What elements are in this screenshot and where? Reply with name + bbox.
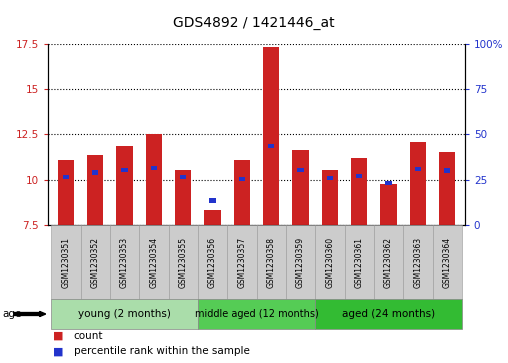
Bar [386, 181, 392, 185]
Text: GSM1230359: GSM1230359 [296, 237, 305, 288]
Bar [263, 47, 279, 225]
Text: GSM1230353: GSM1230353 [120, 237, 129, 288]
Text: middle aged (12 months): middle aged (12 months) [195, 309, 319, 319]
Bar [116, 146, 133, 225]
Bar [239, 176, 245, 181]
Text: count: count [74, 331, 103, 341]
Text: GSM1230352: GSM1230352 [91, 237, 100, 288]
Bar [380, 184, 397, 225]
Bar [293, 150, 309, 225]
Bar [415, 167, 421, 171]
Bar [209, 198, 216, 203]
Bar [351, 158, 367, 225]
Bar [439, 151, 455, 225]
Bar [297, 167, 304, 172]
Bar [410, 142, 426, 225]
Text: GSM1230362: GSM1230362 [384, 237, 393, 288]
Text: GSM1230361: GSM1230361 [355, 237, 364, 288]
Bar [327, 176, 333, 180]
Text: GSM1230357: GSM1230357 [237, 237, 246, 288]
Text: young (2 months): young (2 months) [78, 309, 171, 319]
Text: ■: ■ [53, 331, 64, 341]
Text: GSM1230363: GSM1230363 [414, 237, 422, 288]
Bar [58, 160, 74, 225]
Bar [204, 209, 220, 225]
Bar [356, 174, 362, 178]
Text: GSM1230355: GSM1230355 [179, 237, 187, 288]
Text: age: age [3, 309, 22, 319]
Bar [146, 134, 162, 225]
Bar [234, 160, 250, 225]
Bar [92, 170, 99, 175]
Bar [151, 166, 157, 170]
Bar [268, 144, 274, 148]
Text: ■: ■ [53, 346, 64, 356]
Text: GSM1230354: GSM1230354 [149, 237, 158, 288]
Bar [121, 167, 128, 172]
Bar [322, 170, 338, 225]
Bar [444, 168, 451, 173]
Text: GSM1230358: GSM1230358 [267, 237, 276, 288]
Bar [180, 175, 186, 179]
Text: GSM1230364: GSM1230364 [442, 237, 452, 288]
Bar [87, 155, 103, 225]
Text: GDS4892 / 1421446_at: GDS4892 / 1421446_at [173, 16, 335, 30]
Text: GSM1230351: GSM1230351 [61, 237, 71, 288]
Text: GSM1230356: GSM1230356 [208, 237, 217, 288]
Text: aged (24 months): aged (24 months) [342, 309, 435, 319]
Bar [175, 170, 192, 225]
Text: percentile rank within the sample: percentile rank within the sample [74, 346, 249, 356]
Bar [62, 175, 69, 179]
Text: GSM1230360: GSM1230360 [326, 237, 334, 288]
